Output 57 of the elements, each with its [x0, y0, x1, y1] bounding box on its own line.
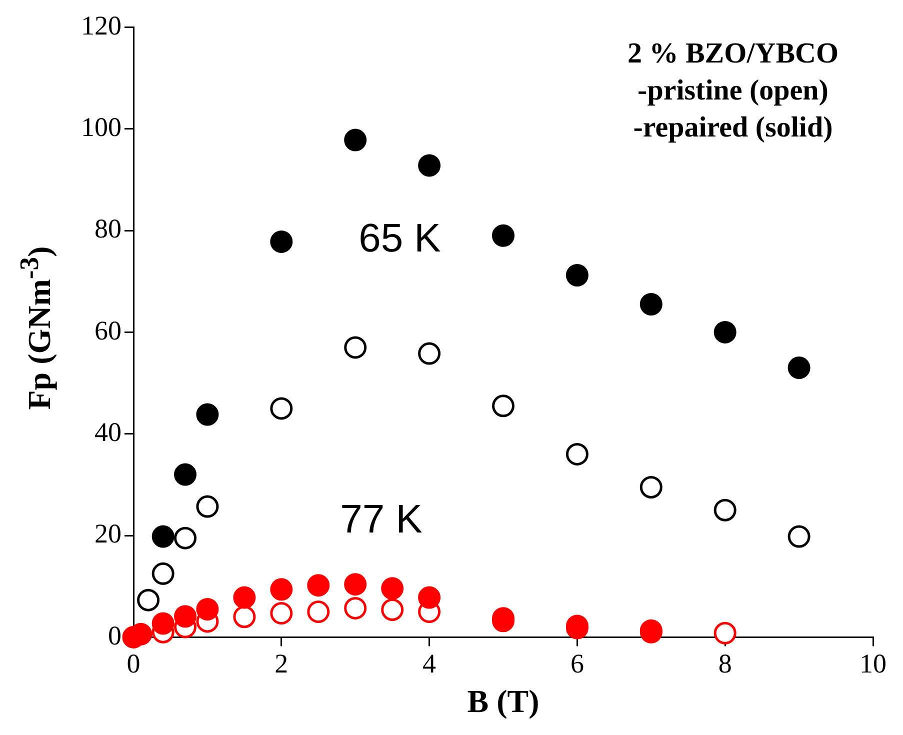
point — [381, 577, 404, 600]
point — [196, 495, 219, 518]
point — [344, 573, 367, 596]
x-tick-label: 4 — [422, 648, 437, 678]
y-tick-label: 80 — [94, 214, 122, 244]
annotation: 77 K — [340, 497, 423, 542]
point — [233, 606, 256, 628]
point — [788, 525, 810, 548]
y-tick-label: 60 — [94, 315, 122, 346]
point — [307, 574, 330, 597]
point — [418, 342, 441, 365]
annotation: -repaired (solid) — [633, 112, 833, 144]
point — [137, 588, 160, 612]
point — [418, 154, 441, 177]
point — [566, 442, 588, 466]
point — [344, 596, 367, 620]
point — [152, 612, 174, 635]
point — [492, 394, 514, 418]
point — [152, 525, 174, 548]
point — [270, 397, 293, 420]
point — [714, 498, 736, 522]
x-tick-label: 8 — [718, 648, 732, 678]
point — [174, 605, 197, 628]
point — [714, 622, 736, 644]
point — [640, 292, 662, 316]
point — [418, 586, 441, 609]
y-tick-label: 0 — [108, 620, 122, 650]
point — [640, 476, 662, 498]
point — [196, 598, 219, 620]
point — [270, 602, 293, 625]
x-tick-label: 0 — [126, 648, 140, 678]
x-tick-label: 10 — [860, 648, 886, 678]
y-tick-label: 40 — [94, 416, 122, 447]
point — [270, 230, 293, 253]
point — [196, 403, 219, 426]
y-tick-label: 120 — [81, 10, 122, 40]
point — [152, 562, 174, 585]
annotation: 65 K — [358, 216, 442, 261]
point — [344, 128, 367, 152]
point — [270, 578, 293, 601]
point — [381, 598, 404, 621]
x-tick-label: 6 — [570, 648, 584, 678]
annotation: -pristine (open) — [638, 74, 828, 107]
point — [174, 526, 197, 550]
point — [233, 586, 256, 609]
y-tick-label: 20 — [94, 518, 122, 549]
point — [714, 320, 736, 344]
point — [174, 463, 197, 486]
x-axis-title: B (T) — [467, 683, 540, 720]
annotation: 2 % BZO/YBCO — [627, 38, 839, 70]
point — [788, 356, 810, 380]
x-tick-label: 2 — [274, 648, 288, 678]
point — [344, 336, 367, 359]
point — [492, 224, 514, 247]
point — [566, 264, 588, 287]
y-tick-label: 100 — [81, 112, 122, 142]
point — [307, 600, 330, 624]
